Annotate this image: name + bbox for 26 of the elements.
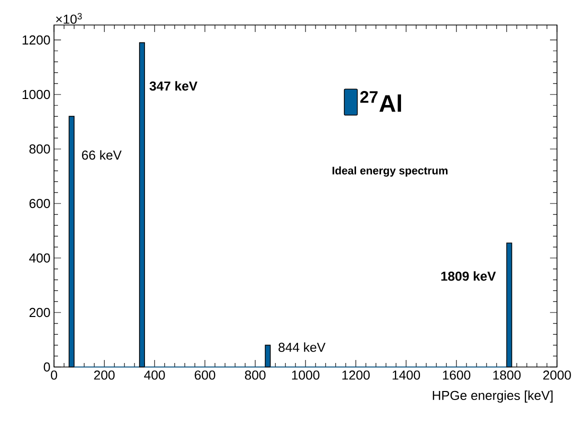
y-tick-label: 800 <box>29 144 50 154</box>
annotation: 66 keV <box>82 150 122 160</box>
y-tick-label: 1000 <box>22 90 50 100</box>
text: ×10$^{3}$ <box>56 13 82 24</box>
x-tick-label: 200 <box>94 370 115 380</box>
y-tick-label: 1200 <box>22 35 50 45</box>
x-tick-label: 1600 <box>442 370 470 380</box>
x-tick-label: 1400 <box>392 370 420 380</box>
x-tick-label: 800 <box>244 370 266 380</box>
annotation: 347 keV <box>150 81 198 91</box>
x-tick-label: 400 <box>144 370 165 380</box>
y-tick-label: 600 <box>30 198 50 208</box>
x-tick-label: 0 <box>50 370 58 380</box>
y-tick-label: 400 <box>29 253 50 263</box>
annotation: 1809 keV <box>441 271 496 281</box>
x-tick-label: 1000 <box>292 370 320 380</box>
x-tick-label: 1200 <box>342 370 370 380</box>
annotation: 844 keV <box>278 342 326 352</box>
x-tick-label: 600 <box>194 370 216 380</box>
y-tick-label: 0 <box>44 362 50 372</box>
x-tick-label: 1800 <box>493 370 521 380</box>
legend-label: $^{27}$Al <box>360 91 402 112</box>
x-axis-title: HPGe energies [keV] <box>432 390 553 403</box>
y-tick-label: 200 <box>30 308 50 318</box>
annotation: Ideal energy spectrum <box>332 166 448 177</box>
x-tick-label: 2000 <box>543 370 571 380</box>
